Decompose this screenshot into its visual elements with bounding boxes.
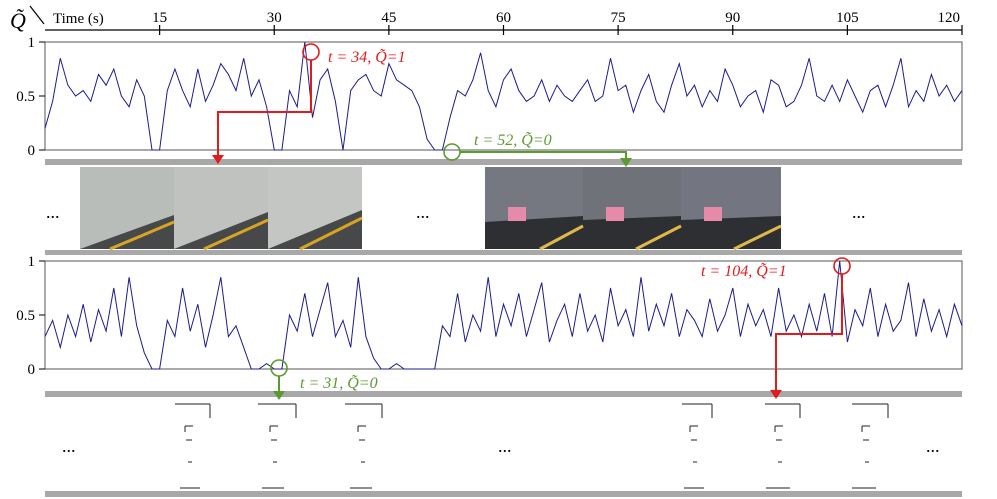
event-frame-1 <box>175 403 211 489</box>
annotation-label-t104: t = 104, Q̃=1 <box>701 262 787 280</box>
annotation-t31: t = 31, Q̃=0 <box>270 359 378 400</box>
arrow-path-t104 <box>775 274 843 392</box>
lane-line-3 <box>299 216 363 251</box>
separator-bar-4 <box>45 491 962 497</box>
arrowhead-t34 <box>212 155 224 164</box>
floor-shape-3 <box>268 210 362 249</box>
panel-1-y-ticks: 00.51 <box>16 35 45 159</box>
annotation-label-t31: t = 31, Q̃=0 <box>300 374 378 392</box>
separator-bar-1 <box>45 159 962 165</box>
annotation-t52: t = 52, Q̃=0 <box>443 131 632 167</box>
annotation-label-t52: t = 52, Q̃=0 <box>474 131 552 149</box>
lane-line-2 <box>203 218 269 251</box>
time-ticks: 15 30 45 60 75 90 105 120 <box>152 10 963 35</box>
y-tick-label: 1 <box>28 254 36 270</box>
marker-circle-t52 <box>443 143 461 161</box>
event-frame-2 <box>258 403 297 489</box>
separator-bar-2 <box>45 250 962 255</box>
event-sketches <box>175 403 889 489</box>
time-tick-label: 60 <box>496 10 511 26</box>
panel-2-frame <box>44 260 963 370</box>
event-frame-5 <box>765 403 801 489</box>
y-tick-label: 1 <box>28 35 36 51</box>
event-frames-strip: ... ... ... <box>62 403 940 489</box>
separator-bar-3 <box>45 391 962 397</box>
panel-2: 00.51 <box>16 254 963 378</box>
time-tick-label: 90 <box>725 10 740 26</box>
y-symbol: Q̃ <box>10 5 45 33</box>
arrowhead-t31 <box>273 391 285 400</box>
time-axis: Time (s) 15 30 45 60 75 90 105 120 <box>45 10 963 35</box>
floor-shape-2 <box>174 212 268 249</box>
event-frame-3 <box>345 403 383 489</box>
y-tick-label: 0.5 <box>16 89 35 105</box>
time-tick-label: 45 <box>381 10 396 26</box>
ellipsis-right-2: ... <box>926 436 940 456</box>
ellipsis-left-2: ... <box>62 436 76 456</box>
time-tick-label: 105 <box>836 10 859 26</box>
floor-shape-5 <box>583 216 681 249</box>
floor-shape-6 <box>681 216 781 249</box>
lane-line-5 <box>635 224 682 251</box>
x-axis-title: Time (s) <box>53 11 104 27</box>
annotation-t34: t = 34, Q̃=1 <box>212 43 406 164</box>
arrow-path-t34 <box>217 60 312 157</box>
time-tick-label: 120 <box>938 10 961 26</box>
time-tick-label: 30 <box>267 10 282 26</box>
event-frame-4 <box>682 403 713 489</box>
y-tick-label: 0 <box>28 362 36 378</box>
ellipsis-middle-2: ... <box>498 436 512 456</box>
camera-frame-group-b <box>485 167 782 251</box>
floor-shape-1 <box>80 215 174 249</box>
panel-2-y-ticks: 00.51 <box>16 254 45 378</box>
arrowhead-t104 <box>770 390 782 399</box>
annotation-label-t34: t = 34, Q̃=1 <box>328 48 406 66</box>
pink-marker-4 <box>508 207 526 221</box>
camera-frames-strip: ... ... ... <box>46 167 866 251</box>
y-axis-symbol: Q̃ <box>10 8 26 33</box>
camera-frame-group-a <box>80 167 363 251</box>
header-divider <box>29 5 45 25</box>
annotation-t104: t = 104, Q̃=1 <box>701 257 851 399</box>
lane-line-4 <box>539 224 584 251</box>
lane-line-1 <box>109 220 175 251</box>
panel-1-series-line <box>44 41 963 151</box>
panel-1: 00.51 <box>16 35 963 159</box>
pink-marker-6 <box>704 207 722 221</box>
event-frame-6 <box>852 403 889 489</box>
ellipsis-middle: ... <box>416 202 430 222</box>
marker-circle-t104 <box>833 257 851 275</box>
arrow-path-t52 <box>460 151 627 160</box>
time-tick-label: 75 <box>611 10 626 26</box>
y-tick-label: 0 <box>28 143 36 159</box>
arrowhead-t52 <box>620 158 632 167</box>
y-tick-label: 0.5 <box>16 308 35 324</box>
ellipsis-left: ... <box>46 202 60 222</box>
ellipsis-right: ... <box>852 202 866 222</box>
pink-marker-5 <box>606 207 624 221</box>
lane-line-6 <box>733 224 782 251</box>
time-tick-label: 15 <box>152 10 167 26</box>
panel-2-series-line <box>44 260 963 370</box>
